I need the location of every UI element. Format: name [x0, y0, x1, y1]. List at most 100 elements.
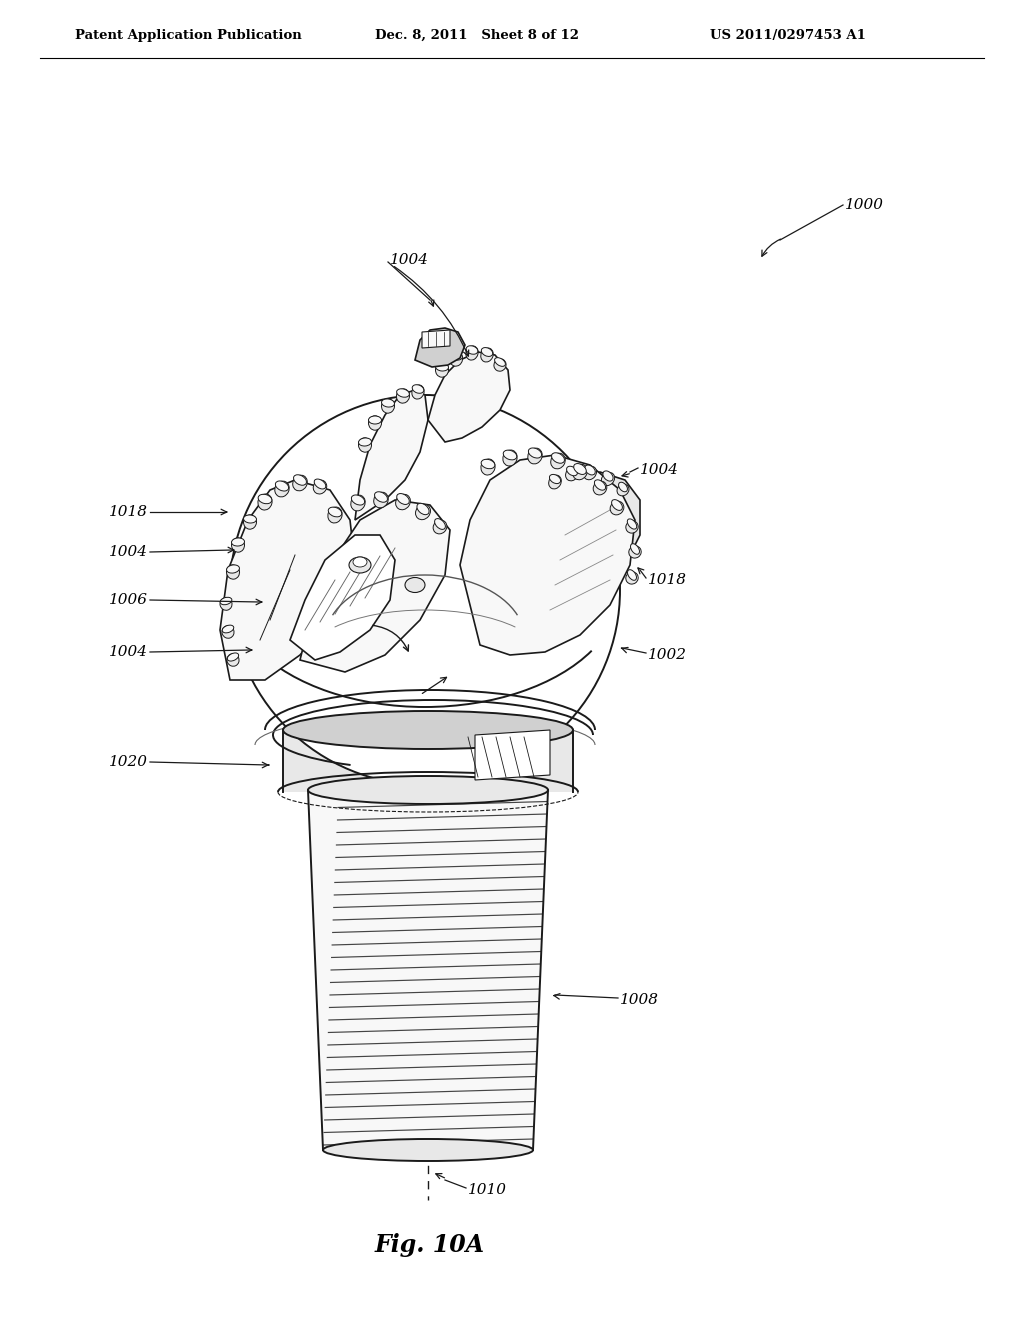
Polygon shape [308, 789, 548, 1150]
Polygon shape [290, 535, 395, 660]
Text: 1002: 1002 [648, 648, 687, 663]
Ellipse shape [552, 453, 564, 463]
Ellipse shape [293, 475, 307, 491]
Ellipse shape [396, 494, 410, 504]
Ellipse shape [222, 626, 234, 639]
Ellipse shape [528, 447, 542, 458]
Ellipse shape [274, 480, 289, 496]
Ellipse shape [417, 503, 429, 515]
Polygon shape [460, 455, 635, 655]
Ellipse shape [220, 597, 231, 605]
Text: Patent Application Publication: Patent Application Publication [75, 29, 302, 41]
Ellipse shape [481, 459, 495, 469]
Polygon shape [428, 352, 510, 442]
Ellipse shape [244, 515, 256, 523]
Ellipse shape [601, 473, 614, 486]
Text: Dec. 8, 2011   Sheet 8 of 12: Dec. 8, 2011 Sheet 8 of 12 [375, 29, 579, 41]
Ellipse shape [617, 484, 629, 496]
Ellipse shape [294, 475, 306, 486]
Ellipse shape [503, 450, 517, 466]
Ellipse shape [618, 482, 628, 492]
Text: 1018: 1018 [109, 506, 148, 519]
Ellipse shape [328, 507, 342, 523]
Ellipse shape [573, 463, 587, 474]
Circle shape [230, 395, 620, 785]
Ellipse shape [466, 346, 478, 360]
Ellipse shape [351, 495, 365, 506]
Ellipse shape [626, 572, 638, 585]
Text: 1010: 1010 [468, 1183, 507, 1197]
Text: 1004: 1004 [390, 253, 429, 267]
Ellipse shape [527, 447, 543, 463]
Ellipse shape [434, 519, 445, 529]
Ellipse shape [610, 502, 624, 515]
Ellipse shape [358, 438, 372, 453]
Text: Fig. 10A: Fig. 10A [375, 1233, 485, 1257]
Ellipse shape [369, 416, 382, 424]
Text: 1018: 1018 [648, 573, 687, 587]
Text: 1004: 1004 [109, 645, 148, 659]
Ellipse shape [495, 358, 506, 367]
Polygon shape [220, 480, 355, 680]
Ellipse shape [375, 492, 387, 502]
Ellipse shape [433, 520, 446, 533]
Text: US 2011/0297453 A1: US 2011/0297453 A1 [710, 29, 866, 41]
Ellipse shape [222, 626, 233, 632]
Ellipse shape [358, 438, 372, 446]
Ellipse shape [435, 363, 449, 378]
Polygon shape [283, 730, 573, 792]
Polygon shape [535, 473, 640, 640]
Ellipse shape [466, 346, 478, 354]
Ellipse shape [220, 598, 232, 610]
Ellipse shape [231, 537, 245, 552]
Ellipse shape [353, 557, 367, 568]
Text: 1004: 1004 [640, 463, 679, 477]
Ellipse shape [406, 578, 425, 593]
Ellipse shape [369, 416, 382, 430]
Ellipse shape [227, 653, 239, 661]
Polygon shape [355, 389, 428, 520]
Ellipse shape [413, 384, 424, 393]
Ellipse shape [551, 453, 565, 469]
Ellipse shape [631, 544, 639, 554]
Polygon shape [475, 730, 550, 780]
Ellipse shape [275, 480, 289, 491]
Text: 1020: 1020 [109, 755, 148, 770]
Ellipse shape [416, 504, 430, 520]
Ellipse shape [226, 565, 240, 573]
Ellipse shape [313, 480, 327, 494]
Ellipse shape [611, 499, 623, 511]
Ellipse shape [626, 521, 638, 533]
Ellipse shape [481, 459, 495, 475]
Text: 1004: 1004 [109, 545, 148, 558]
Ellipse shape [628, 519, 637, 529]
Polygon shape [300, 500, 450, 672]
Ellipse shape [450, 352, 463, 360]
Ellipse shape [351, 495, 366, 511]
Ellipse shape [503, 450, 517, 459]
Ellipse shape [258, 494, 272, 510]
Ellipse shape [227, 653, 239, 667]
Ellipse shape [566, 466, 578, 475]
Ellipse shape [283, 711, 573, 748]
Ellipse shape [396, 389, 410, 397]
Ellipse shape [450, 352, 463, 366]
Ellipse shape [226, 565, 240, 579]
Ellipse shape [572, 465, 588, 479]
Ellipse shape [231, 539, 245, 546]
Text: 1006: 1006 [109, 593, 148, 607]
Ellipse shape [395, 494, 411, 510]
Ellipse shape [481, 347, 493, 356]
Ellipse shape [603, 471, 613, 480]
Ellipse shape [382, 399, 394, 407]
Ellipse shape [329, 507, 342, 517]
Ellipse shape [549, 475, 561, 488]
Ellipse shape [584, 466, 597, 479]
Text: 1008: 1008 [620, 993, 659, 1007]
Ellipse shape [374, 492, 388, 508]
Ellipse shape [494, 359, 506, 371]
Ellipse shape [565, 467, 579, 480]
Ellipse shape [244, 515, 256, 529]
Ellipse shape [628, 570, 637, 581]
Ellipse shape [550, 474, 560, 483]
